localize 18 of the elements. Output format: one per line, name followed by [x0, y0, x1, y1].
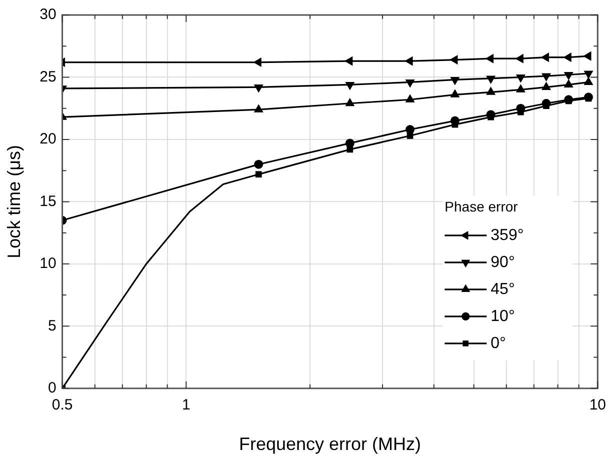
- y-tick-label: 15: [40, 192, 56, 210]
- y-tick-label: 25: [40, 68, 56, 86]
- y-tick-label: 30: [40, 6, 56, 24]
- x-axis-title: Frequency error (MHz): [238, 434, 421, 454]
- x-tick-label: 1: [182, 396, 190, 414]
- legend-title: Phase error: [444, 198, 518, 214]
- legend-label: 359°: [490, 226, 524, 244]
- legend-label: 90°: [490, 254, 515, 271]
- legend-label: 0°: [490, 334, 506, 352]
- y-tick-label: 5: [48, 317, 56, 334]
- y-tick-label: 0: [48, 380, 56, 397]
- y-axis-title: Lock time (μs): [4, 145, 24, 258]
- x-tick-label: 0.5: [52, 396, 73, 414]
- y-tick-label: 10: [40, 255, 56, 272]
- legend-label: 45°: [490, 280, 515, 298]
- y-tick-label: 20: [40, 130, 56, 148]
- x-tick-label: 10: [589, 396, 606, 414]
- legend-label: 10°: [490, 308, 515, 325]
